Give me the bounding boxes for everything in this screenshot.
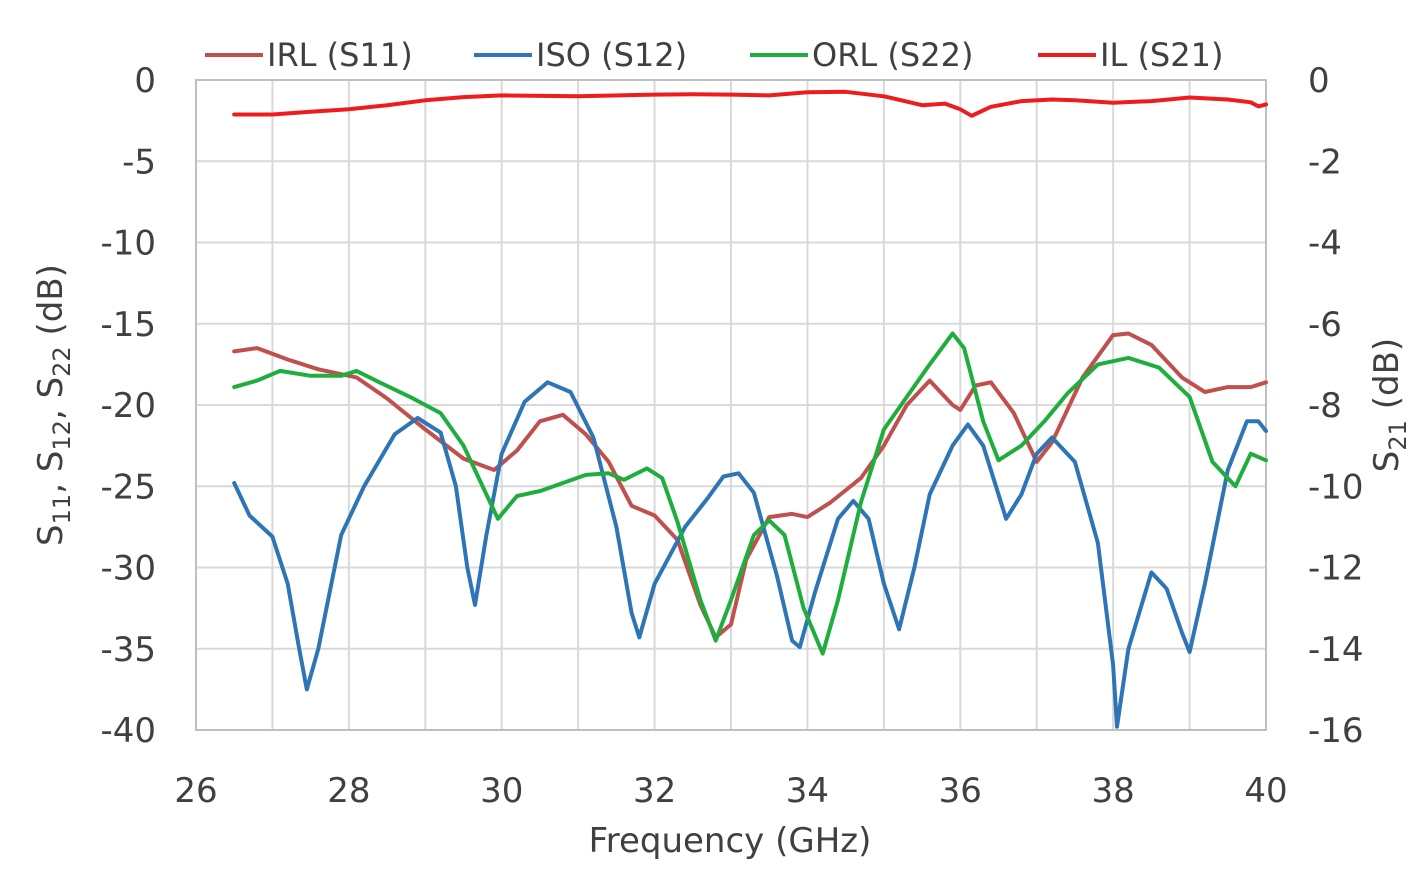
x-tick-label: 26 — [174, 771, 217, 811]
legend-label-il-s21: IL (S21) — [1100, 36, 1223, 74]
y-left-title-sep2: , S — [31, 377, 71, 420]
x-tick-label: 40 — [1244, 771, 1287, 811]
legend-label-iso-s12: ISO (S12) — [536, 36, 687, 74]
y-right-tick-label: -14 — [1308, 630, 1364, 670]
series-lines — [232, 89, 1268, 729]
y-right-tick-label: -4 — [1308, 224, 1342, 264]
y-right-tick-label: -12 — [1308, 549, 1364, 589]
y-left-tick-label: -5 — [122, 142, 156, 182]
y-left-tick-label: -35 — [100, 630, 156, 670]
x-tick-label: 38 — [1092, 771, 1135, 811]
y-right-title-s: S — [1367, 451, 1407, 473]
x-tick-label: 30 — [480, 771, 523, 811]
x-tick-label: 28 — [327, 771, 370, 811]
y-left-tick-label: 0 — [134, 61, 156, 101]
y-left-tick-label: -15 — [100, 305, 156, 345]
y-left-tick-label: -25 — [100, 467, 156, 507]
y-axis-right-title: S21 (dB) — [1367, 338, 1412, 472]
x-tick-label: 34 — [786, 771, 829, 811]
tick-labels: 26 28 30 32 34 36 38 400-5-10-15-20-25-30-35-40… — [100, 61, 1363, 811]
y-right-title-unit: (dB) — [1367, 338, 1407, 420]
x-tick-label: 32 — [633, 771, 676, 811]
x-tick-label: 36 — [939, 771, 982, 811]
y-right-tick-label: -6 — [1308, 305, 1342, 345]
series-line-orl-s22 — [232, 331, 1268, 656]
y-left-tick-label: -20 — [100, 386, 156, 426]
x-axis-title: Frequency (GHz) — [589, 821, 872, 861]
y-left-tick-label: -10 — [100, 224, 156, 264]
y-left-title-sub-12: 12 — [48, 420, 76, 451]
y-right-tick-label: -10 — [1308, 467, 1364, 507]
grid — [195, 79, 1267, 731]
y-left-title-sub-11: 11 — [48, 494, 76, 525]
y-right-title-sub-21: 21 — [1384, 420, 1412, 451]
y-left-title-s: S — [31, 524, 71, 546]
legend: IRL (S11) ISO (S12) ORL (S22) IL (S21) — [205, 36, 1223, 74]
series-line-il-s21 — [232, 89, 1268, 118]
y-right-tick-label: -8 — [1308, 386, 1342, 426]
y-left-title-sep1: , S — [31, 451, 71, 494]
y-right-tick-label: 0 — [1308, 61, 1330, 101]
y-left-title-sub-22: 22 — [48, 346, 76, 377]
series-line-iso-s12 — [232, 380, 1268, 729]
y-right-tick-label: -2 — [1308, 142, 1342, 182]
y-right-tick-label: -16 — [1308, 711, 1364, 751]
y-left-tick-label: -30 — [100, 549, 156, 589]
plot-frame — [195, 79, 1267, 731]
legend-label-irl-s11: IRL (S11) — [267, 36, 413, 74]
y-left-title-unit: (dB) — [31, 264, 71, 346]
legend-label-orl-s22: ORL (S22) — [812, 36, 973, 74]
series-line-irl-s11 — [232, 331, 1268, 640]
y-left-tick-label: -40 — [100, 711, 156, 751]
y-axis-left-title: S11, S12, S22 (dB) — [31, 264, 76, 546]
